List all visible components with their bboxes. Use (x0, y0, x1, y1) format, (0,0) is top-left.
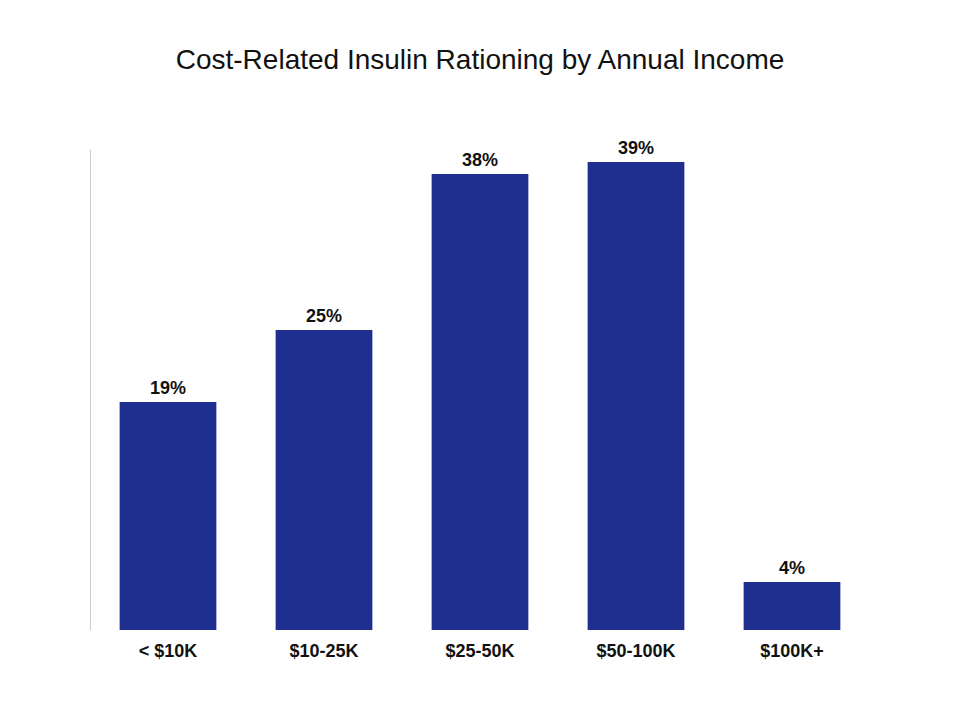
svg-text:$100K+: $100K+ (760, 641, 824, 661)
svg-text:25%: 25% (306, 306, 342, 326)
svg-text:< $10K: < $10K (139, 641, 198, 661)
svg-text:$50-100K: $50-100K (596, 641, 675, 661)
svg-text:38%: 38% (462, 150, 498, 170)
svg-text:Cost-Related Insulin Rationing: Cost-Related Insulin Rationing by Annual… (176, 44, 785, 75)
svg-text:4%: 4% (779, 558, 805, 578)
svg-text:19%: 19% (150, 378, 186, 398)
svg-text:$10-25K: $10-25K (289, 641, 358, 661)
svg-text:$25-50K: $25-50K (445, 641, 514, 661)
svg-text:39%: 39% (618, 138, 654, 158)
